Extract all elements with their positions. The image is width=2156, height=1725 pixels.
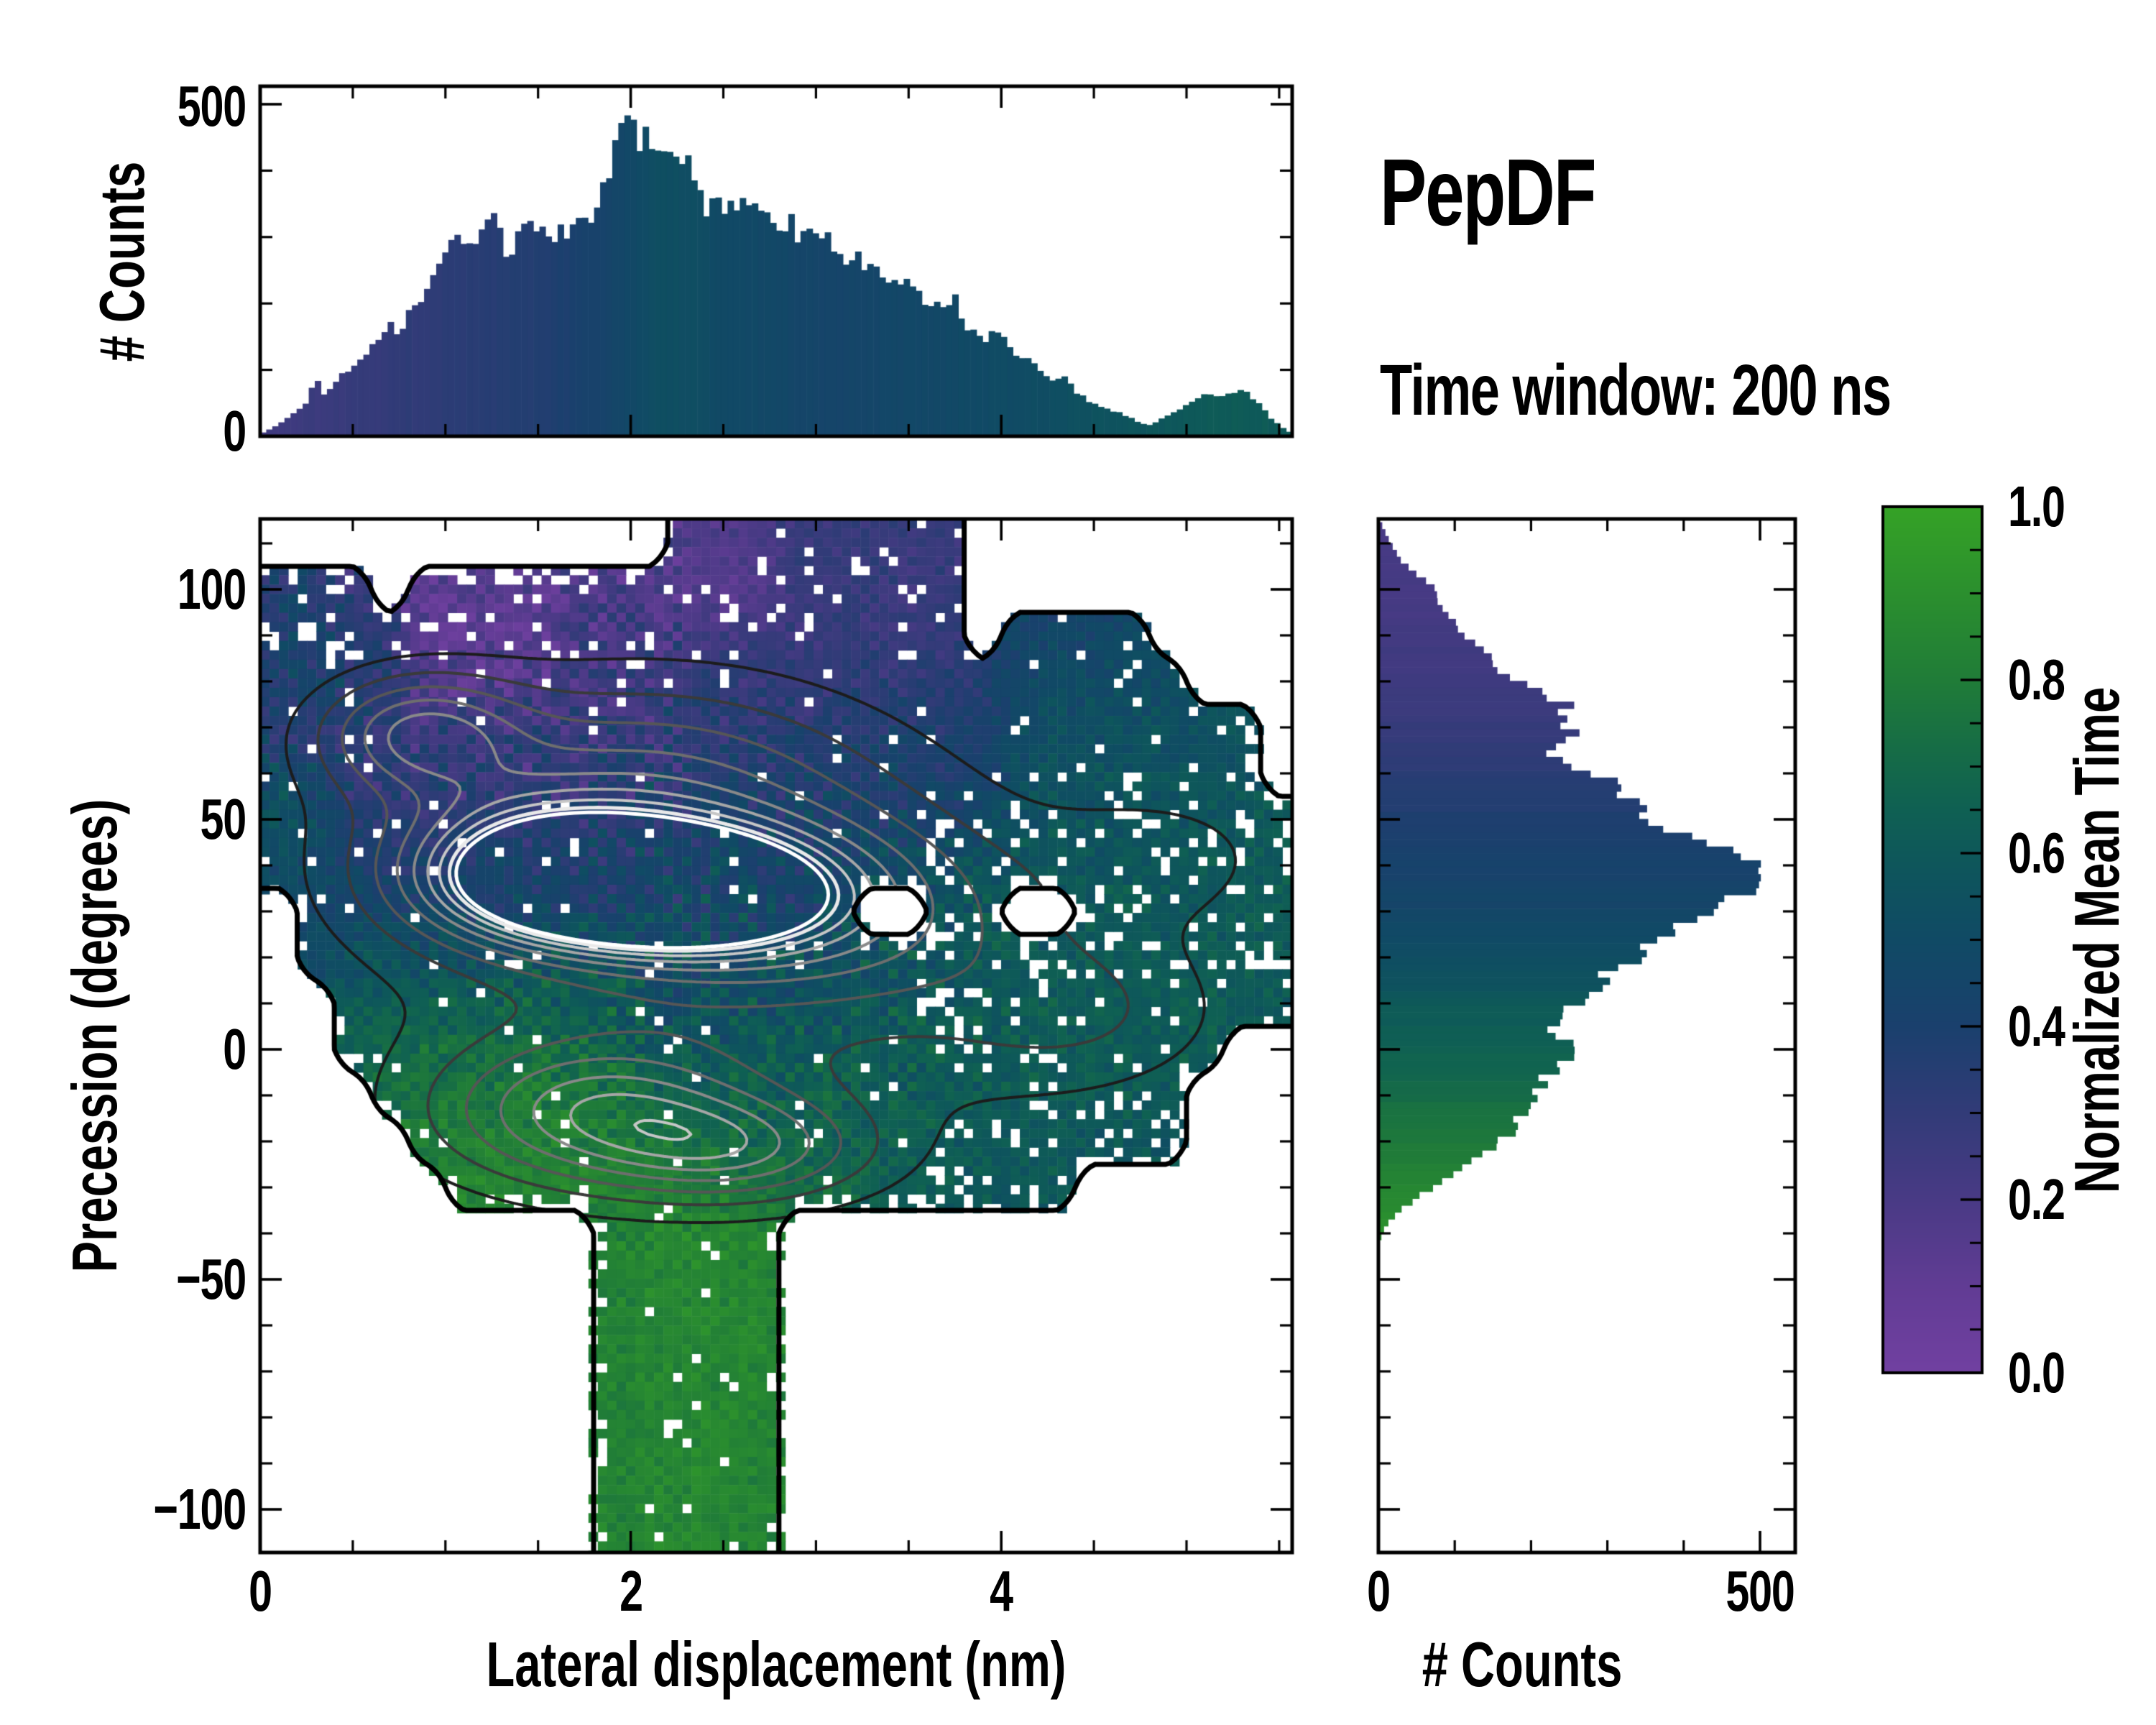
main-ytick: 100 xyxy=(177,557,247,621)
main-xlabel: Lateral displacement (nm) xyxy=(486,1629,1067,1700)
main-xtick: 4 xyxy=(990,1559,1013,1623)
main-xtick: 0 xyxy=(249,1559,272,1623)
plot-subtitle: Time window: 200 ns xyxy=(1380,349,2070,432)
main-xtick: 2 xyxy=(619,1559,643,1623)
top-histogram-ylabel: # Counts xyxy=(86,161,157,362)
colorbar-tick: 0.4 xyxy=(2008,994,2065,1058)
top-hist-ytick-0: 0 xyxy=(223,399,247,463)
colorbar-label: Normalized Mean Time xyxy=(2061,686,2132,1193)
main-ytick: −100 xyxy=(153,1477,247,1541)
right-hist-xtick: 500 xyxy=(1726,1559,1795,1623)
top-hist-ytick-500: 500 xyxy=(177,74,247,138)
colorbar-tick: 0.8 xyxy=(2008,648,2065,712)
plot-title: PepDF xyxy=(1380,138,1671,247)
colorbar-tick: 1.0 xyxy=(2008,474,2065,538)
colorbar-tick: 0.6 xyxy=(2008,821,2065,885)
main-ytick: 50 xyxy=(200,787,247,851)
right-hist-xtick: 0 xyxy=(1367,1559,1391,1623)
colorbar-tick: 0.2 xyxy=(2008,1167,2065,1231)
main-ytick: −50 xyxy=(176,1247,247,1311)
main-ytick: 0 xyxy=(223,1017,247,1081)
plot-title-text: PepDF xyxy=(1380,139,1597,245)
plot-subtitle-text: Time window: 200 ns xyxy=(1380,350,1892,431)
right-histogram-xlabel: # Counts xyxy=(1422,1629,1623,1700)
colorbar-tick: 0.0 xyxy=(2008,1340,2065,1404)
main-ylabel: Precession (degrees) xyxy=(59,799,130,1273)
